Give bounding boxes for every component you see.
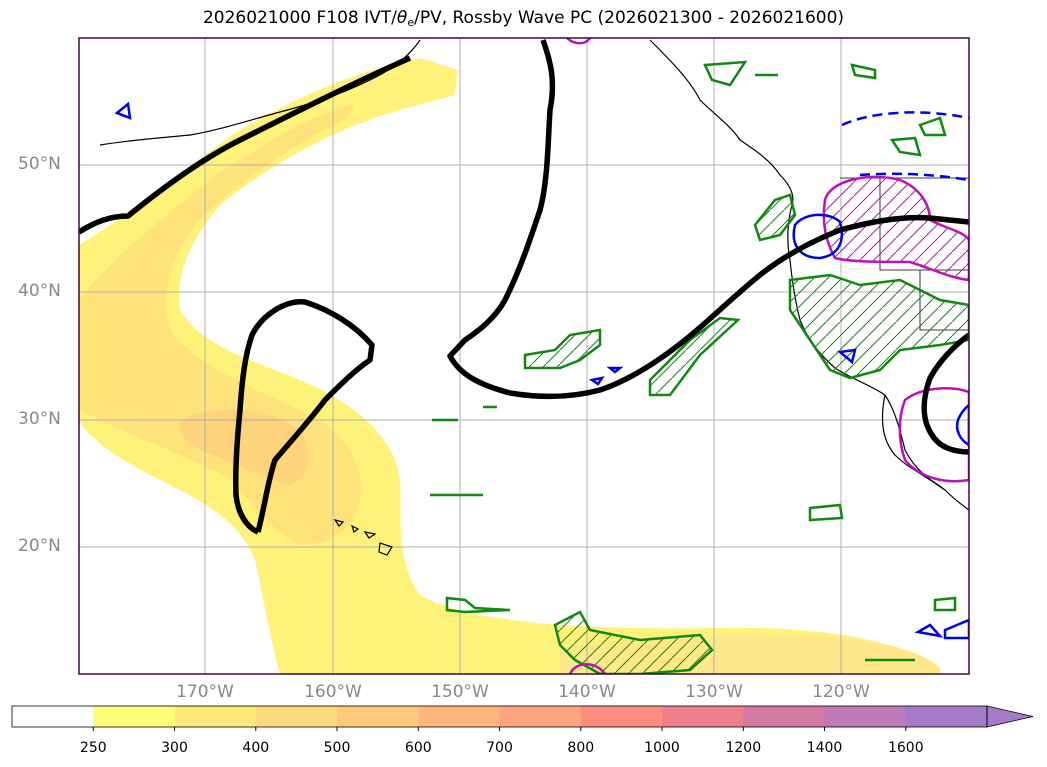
map-frame bbox=[78, 37, 970, 675]
lat-label-50n: 50°N bbox=[18, 154, 61, 174]
lon-label-150w: 150°W bbox=[431, 682, 489, 702]
blue-region-4 bbox=[955, 403, 969, 447]
green-region-9 bbox=[918, 116, 947, 137]
colorbar-segment bbox=[174, 706, 257, 727]
blue-contours bbox=[114, 101, 969, 640]
pv-contour-trough bbox=[447, 39, 969, 400]
lon-label-120w: 120°W bbox=[812, 682, 870, 702]
green-region-6 bbox=[703, 60, 748, 87]
lat-label-20n: 20°N bbox=[18, 536, 61, 556]
bc-coast bbox=[649, 39, 794, 206]
magenta-region-2 bbox=[898, 387, 969, 483]
blue-region-5 bbox=[914, 623, 944, 638]
title-theta-subscript: e bbox=[407, 16, 415, 29]
colorbar-tick-label: 1200 bbox=[725, 740, 762, 756]
map-area bbox=[79, 38, 969, 674]
colorbar-tick-label: 700 bbox=[486, 740, 513, 756]
colorbar-segment bbox=[418, 706, 501, 727]
colorbar-tick-label: 500 bbox=[323, 740, 351, 756]
colorbar-segment bbox=[824, 706, 907, 727]
green-region-1 bbox=[523, 328, 602, 370]
blue-dot-2 bbox=[606, 366, 624, 374]
green-region-3 bbox=[788, 273, 969, 380]
colorbar-tick-label: 300 bbox=[161, 740, 188, 756]
lat-label-30n: 30°N bbox=[18, 409, 61, 429]
pv-contour-north bbox=[79, 55, 412, 235]
hawaii bbox=[333, 519, 393, 556]
colorbar bbox=[11, 705, 1034, 731]
lon-label-140w: 140°W bbox=[558, 682, 616, 702]
green-region-11 bbox=[445, 596, 511, 614]
magenta-region-3 bbox=[568, 663, 607, 674]
pv-contours bbox=[79, 39, 969, 535]
green-contours bbox=[430, 60, 969, 674]
colorbar-tick-label: 600 bbox=[404, 740, 432, 756]
colorbar-segment bbox=[905, 706, 988, 727]
baja bbox=[881, 394, 946, 491]
colorbar-segment bbox=[255, 706, 338, 727]
colorbar-segment bbox=[580, 706, 663, 727]
colorbar-tick-label: 250 bbox=[79, 740, 107, 756]
blue-dashed bbox=[841, 111, 969, 127]
colorbar-segment bbox=[93, 706, 176, 727]
colorbar-tick-label: 400 bbox=[242, 740, 270, 756]
blue-region-6 bbox=[943, 618, 969, 640]
green-region-7 bbox=[850, 63, 877, 80]
lon-label-130w: 130°W bbox=[685, 682, 743, 702]
green-region-4 bbox=[553, 610, 714, 674]
lat-label-40n: 40°N bbox=[18, 281, 61, 301]
blue-dot bbox=[588, 376, 605, 386]
magenta-region-1 bbox=[822, 175, 969, 282]
colorbar-segment bbox=[499, 706, 582, 727]
green-region-10 bbox=[808, 503, 844, 522]
pv-contour-cutoff bbox=[232, 299, 375, 535]
magenta-contours bbox=[566, 38, 969, 674]
colorbar-segment bbox=[743, 706, 826, 727]
colorbar-tick-label: 800 bbox=[567, 740, 595, 756]
title-suffix: /PV, Rossby Wave PC (2026021300 - 202602… bbox=[414, 8, 845, 28]
colorbar-segment bbox=[337, 706, 419, 727]
magenta-region-4 bbox=[566, 38, 592, 45]
green-region-12 bbox=[933, 596, 957, 612]
ivt-inner-400 bbox=[179, 409, 309, 485]
colorbar-segment bbox=[12, 706, 94, 727]
colorbar-tick-label: 1600 bbox=[887, 740, 924, 756]
colorbar-extend-arrow bbox=[986, 705, 1034, 728]
title-prefix: 2026021000 F108 IVT/ bbox=[202, 8, 397, 28]
title-theta: θ bbox=[396, 8, 408, 28]
blue-dashed-2 bbox=[859, 172, 969, 182]
green-region-2 bbox=[648, 316, 741, 397]
lon-label-160w: 160°W bbox=[304, 682, 362, 702]
blue-region-3 bbox=[837, 348, 857, 365]
green-region-5 bbox=[753, 193, 797, 242]
colorbar-segment bbox=[662, 706, 744, 727]
pv-contour-southeast bbox=[921, 332, 969, 455]
colorbar-tick-label: 1000 bbox=[644, 740, 680, 756]
lon-label-170w: 170°W bbox=[176, 682, 234, 702]
blue-region-1 bbox=[114, 101, 132, 120]
colorbar-tick-label: 1400 bbox=[806, 740, 843, 756]
green-region-8 bbox=[889, 136, 922, 157]
figure-title: 2026021000 F108 IVT/θe/PV, Rossby Wave P… bbox=[0, 8, 1047, 29]
